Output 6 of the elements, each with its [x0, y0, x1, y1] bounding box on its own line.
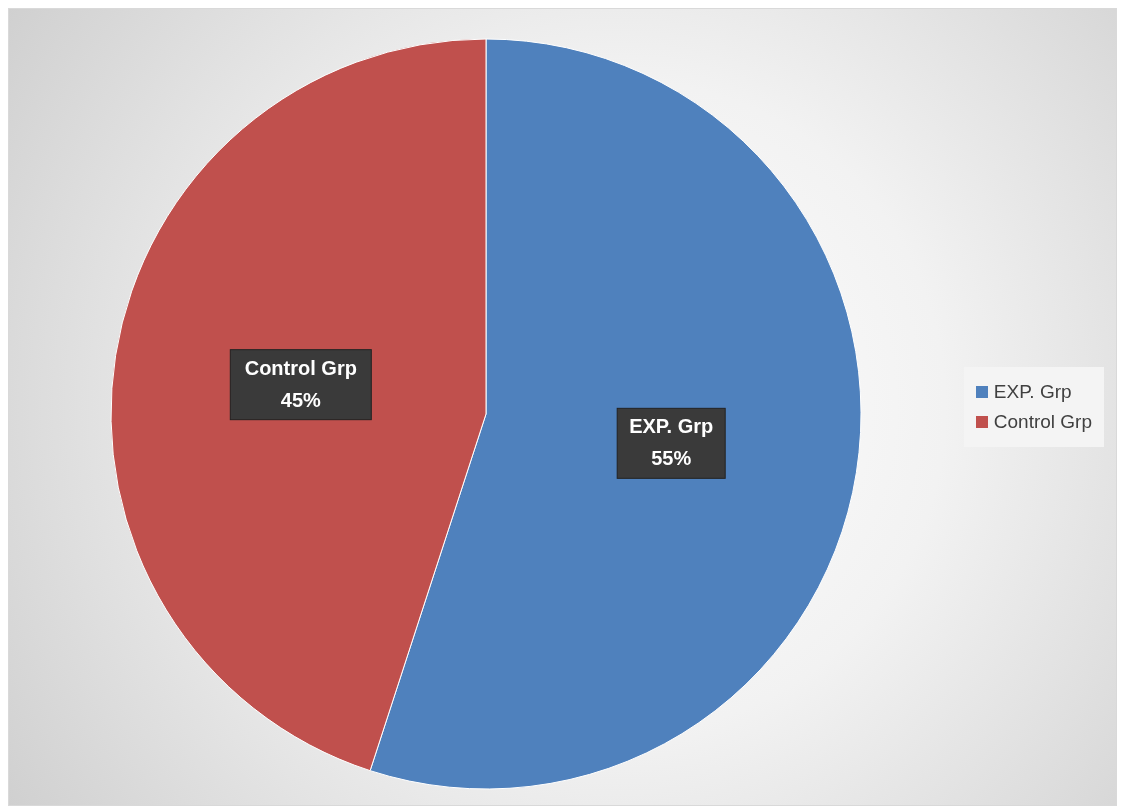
slice-label: Control Grp — [244, 356, 357, 379]
slice-label: EXP. Grp — [993, 380, 1072, 404]
data-label: 55% — [651, 447, 692, 470]
data-label: 45% — [280, 388, 322, 411]
legend-label: Control Grp — [993, 410, 1092, 434]
slice-label: EXP. Grp — [629, 415, 714, 438]
